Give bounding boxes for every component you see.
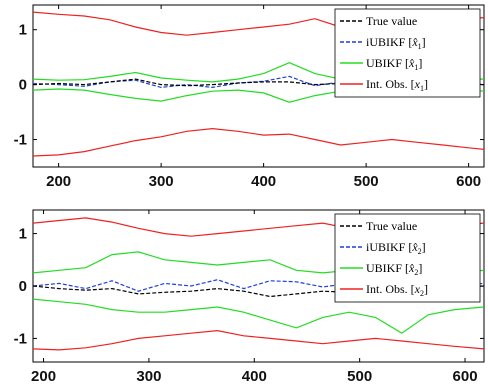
bottom-ticks: 200 300 400 500 600 -1 0 1 — [14, 210, 484, 385]
legend-label-intobs: Int. Obs. [x1] — [366, 77, 428, 93]
series-line-intobs_lower — [33, 127, 484, 157]
x-tick-label: 400 — [251, 173, 276, 190]
legend-label-intobs: Int. Obs. [x2] — [366, 282, 428, 298]
legend-label-ubikf: UBIKF [x̂2] — [366, 261, 422, 277]
top-ticks: 200 300 400 500 600 -1 0 1 — [14, 5, 484, 190]
bottom-legend: True value iUBIKF [x̂2] UBIKF [x̂2] Int. Ob… — [334, 213, 481, 303]
series-line-intobs_lower — [33, 329, 484, 351]
legend-box — [334, 213, 481, 303]
y-tick-label: 0 — [19, 77, 27, 94]
y-tick-label: -1 — [14, 132, 27, 149]
x-tick-label: 600 — [453, 368, 478, 385]
bottom-panel: 200 300 400 500 600 -1 0 1 True value iUBIKF [x̂… — [14, 209, 485, 385]
legend-label-ubikf: UBIKF [x̂1] — [366, 56, 422, 72]
legend-label-true: True value — [366, 14, 417, 28]
y-tick-label: 1 — [19, 22, 27, 39]
top-panel: 200 300 400 500 600 -1 0 1 True value iUBIKF [x̂… — [14, 4, 485, 190]
legend-label-iubikf: iUBIKF [x̂1] — [366, 35, 426, 51]
y-tick-label: 0 — [19, 278, 27, 295]
legend-box — [334, 8, 481, 98]
x-tick-label: 200 — [31, 368, 56, 385]
series-line-iubikf — [33, 279, 484, 292]
x-tick-label: 300 — [136, 368, 161, 385]
legend-label-true: True value — [366, 219, 417, 233]
y-tick-label: 1 — [19, 226, 27, 243]
top-legend: True value iUBIKF [x̂1] UBIKF [x̂1] Int. Ob… — [334, 8, 481, 98]
x-tick-label: 500 — [347, 368, 372, 385]
x-tick-label: 500 — [354, 173, 379, 190]
x-tick-label: 600 — [456, 173, 481, 190]
x-tick-label: 200 — [46, 173, 71, 190]
x-tick-label: 300 — [149, 173, 174, 190]
series-line-ubikf_lower — [33, 298, 484, 334]
y-tick-label: -1 — [14, 330, 27, 347]
x-tick-label: 400 — [242, 368, 267, 385]
legend-label-iubikf: iUBIKF [x̂2] — [366, 240, 426, 256]
